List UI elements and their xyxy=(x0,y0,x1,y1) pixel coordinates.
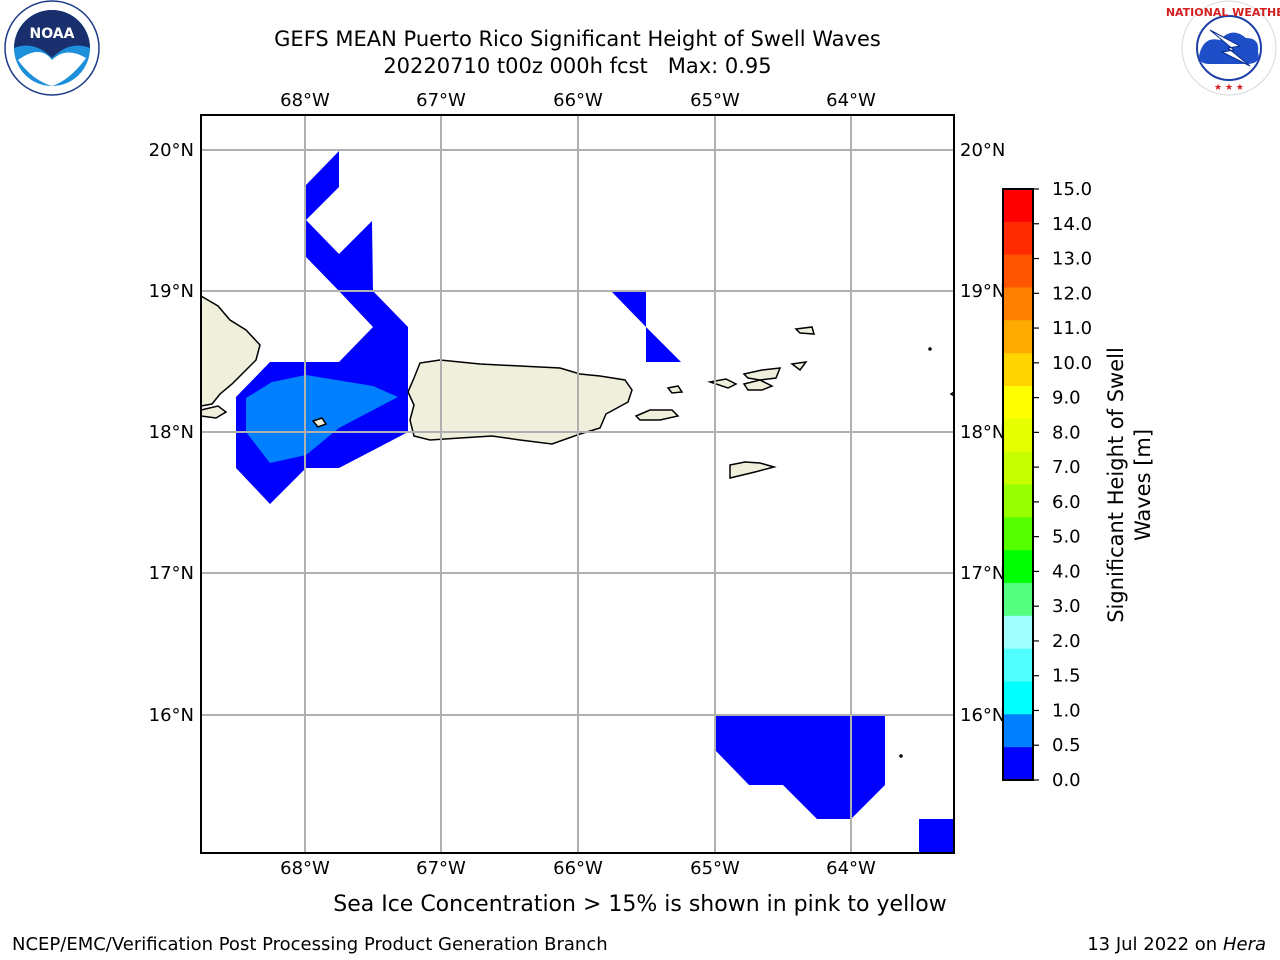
colorbar-swatch xyxy=(1003,386,1033,420)
colorbar-swatch xyxy=(1003,287,1033,321)
colorbar-tick-label: 5.0 xyxy=(1052,527,1081,548)
footer-date: 13 Jul 2022 on Hera xyxy=(1087,934,1266,955)
colorbar-swatch xyxy=(1003,320,1033,354)
colorbar-swatch xyxy=(1003,221,1033,256)
lon-label: 68°W xyxy=(280,90,330,111)
virgin-gorda xyxy=(790,361,808,372)
colorbar-swatch xyxy=(1003,517,1033,551)
colorbar-swatch xyxy=(1003,254,1033,288)
noaa-logo-text: NOAA xyxy=(30,26,75,42)
colorbar: 15.0 14.0 13.0 12.0 11.0 10.0 9.0 8.0 7.0 6.0 5.0 4… xyxy=(1002,179,1092,791)
colorbar-swatch xyxy=(1003,747,1033,781)
colorbar-tick-label: 8.0 xyxy=(1052,422,1081,443)
vieques xyxy=(634,409,680,421)
lon-label: 67°W xyxy=(416,858,466,879)
colorbar-swatch xyxy=(1003,353,1033,387)
footer-host: Hera xyxy=(1223,934,1266,955)
map-plot-area xyxy=(200,114,955,854)
lon-label: 65°W xyxy=(690,90,740,111)
saba-island xyxy=(899,754,903,758)
lat-label: 20°N xyxy=(960,140,1005,161)
lat-label: 19°N xyxy=(960,281,1005,302)
footer-date-prefix: 13 Jul 2022 on xyxy=(1087,934,1223,955)
chart-subtitle: 20220710 t00z 000h fcst Max: 0.95 xyxy=(383,54,772,78)
lon-label: 66°W xyxy=(553,90,603,111)
footer-credit: NCEP/EMC/Verification Post Processing Pr… xyxy=(12,934,608,955)
lon-labels-top: 68°W 67°W 66°W 65°W 64°W xyxy=(280,90,876,111)
svg-text:★ ★ ★: ★ ★ ★ xyxy=(1214,83,1244,93)
colorbar-tick-label: 13.0 xyxy=(1052,249,1092,270)
lon-labels-bottom: 68°W 67°W 66°W 65°W 64°W xyxy=(280,858,876,879)
colorbar-label-line1: Significant Height of Swell xyxy=(1104,347,1128,623)
lat-label: 16°N xyxy=(960,705,1005,726)
colorbar-tick-label: 0.0 xyxy=(1052,770,1081,791)
lat-label: 16°N xyxy=(149,705,194,726)
colorbar-label-line2: Waves [m] xyxy=(1131,429,1155,541)
colorbar-tick-label: 1.5 xyxy=(1052,666,1081,687)
colorbar-tick-label: 10.0 xyxy=(1052,353,1092,374)
sombrero-island xyxy=(928,347,932,351)
lon-label: 64°W xyxy=(826,858,876,879)
colorbar-swatch xyxy=(1003,714,1033,748)
colorbar-swatch xyxy=(1003,681,1033,715)
colorbar-tick-label: 4.0 xyxy=(1052,561,1081,582)
colorbar-tick-label: 14.0 xyxy=(1052,214,1092,235)
tortola xyxy=(742,379,774,391)
lon-label: 68°W xyxy=(280,858,330,879)
culebra xyxy=(666,385,684,394)
swell-region-southeast xyxy=(716,716,885,819)
colorbar-tick-label: 9.0 xyxy=(1052,388,1081,409)
colorbar-swatch xyxy=(1003,418,1033,453)
colorbar-swatch xyxy=(1003,550,1033,584)
swell-region-southeast-corner xyxy=(919,819,954,853)
swell-height-field xyxy=(236,151,954,853)
colorbar-tick-label: 15.0 xyxy=(1052,179,1092,200)
chart-title: GEFS MEAN Puerto Rico Significant Height… xyxy=(274,27,881,51)
anegada xyxy=(794,326,816,335)
colorbar-tick-label: 12.0 xyxy=(1052,283,1092,304)
lon-label: 64°W xyxy=(826,90,876,111)
colorbar-frame xyxy=(1002,188,1034,781)
landmasses xyxy=(200,294,955,758)
swell-region-northeast xyxy=(612,292,681,362)
lat-labels-left: 20°N 19°N 18°N 17°N 16°N xyxy=(149,140,194,726)
st-john xyxy=(742,367,782,381)
lon-label: 67°W xyxy=(416,90,466,111)
colorbar-tick-label: 2.0 xyxy=(1052,631,1081,652)
mona-island xyxy=(311,417,328,428)
lat-label: 20°N xyxy=(149,140,194,161)
colorbar-swatch xyxy=(1003,583,1033,617)
hispaniola xyxy=(200,294,261,407)
lat-label: 18°N xyxy=(960,422,1005,443)
colorbar-swatch xyxy=(1003,189,1033,223)
lat-labels-right: 20°N 19°N 18°N 17°N 16°N xyxy=(960,140,1005,726)
map-gridlines xyxy=(201,115,954,853)
noaa-logo: NOAA xyxy=(4,0,100,96)
colorbar-swatch xyxy=(1003,451,1033,485)
colorbar-swatch xyxy=(1003,484,1033,518)
sea-ice-caption: Sea Ice Concentration > 15% is shown in … xyxy=(333,892,947,917)
nws-logo: NATIONAL WEATHER ★ ★ ★ xyxy=(1166,0,1280,96)
colorbar-swatch xyxy=(1003,615,1033,650)
map-frame xyxy=(200,114,955,854)
colorbar-tick-label: 0.5 xyxy=(1052,735,1081,756)
colorbar-tick-label: 6.0 xyxy=(1052,492,1081,513)
lon-label: 66°W xyxy=(553,858,603,879)
colorbar-tick-label: 1.0 xyxy=(1052,700,1081,721)
lon-label: 65°W xyxy=(690,858,740,879)
lat-label: 18°N xyxy=(149,422,194,443)
colorbar-swatch xyxy=(1003,648,1033,682)
lat-label: 19°N xyxy=(149,281,194,302)
colorbar-tick-label: 11.0 xyxy=(1052,318,1092,339)
lat-label: 17°N xyxy=(960,563,1005,584)
st-croix xyxy=(729,461,777,479)
colorbar-tick-label: 7.0 xyxy=(1052,457,1081,478)
st-thomas xyxy=(707,378,738,389)
lat-label: 17°N xyxy=(149,563,194,584)
svg-text:NATIONAL WEATHER: NATIONAL WEATHER xyxy=(1166,6,1280,19)
colorbar-tick-label: 3.0 xyxy=(1052,596,1081,617)
